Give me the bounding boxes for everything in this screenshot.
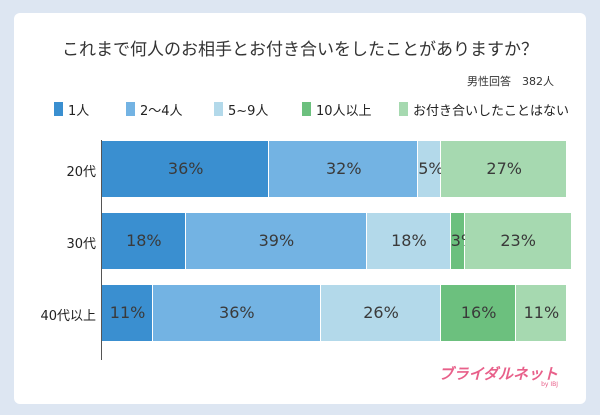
row-label: 20代 — [66, 165, 96, 180]
bar-segment — [102, 285, 154, 341]
data-label: 3% — [450, 231, 477, 250]
bar-segment — [418, 141, 442, 197]
chart-title: これまで何人のお相手とお付き合いをしたことがありますか？ — [62, 40, 538, 60]
data-label: 18% — [391, 231, 427, 250]
bar-row: 36% 32% 5% 27% — [102, 141, 567, 197]
legend-swatch — [214, 102, 223, 116]
legend-swatch — [126, 102, 135, 116]
legend-swatch — [399, 102, 408, 116]
data-label: 36% — [219, 303, 255, 322]
data-label: 23% — [500, 231, 536, 250]
bar-segment — [102, 141, 270, 197]
row-label: 30代 — [66, 237, 96, 252]
data-label: 27% — [486, 159, 522, 178]
chart-card: これまで何人のお相手とお付き合いをしたことがありますか？ 男性回答 382人 1… — [14, 13, 586, 404]
bar-segment — [450, 213, 465, 269]
legend-swatch — [302, 102, 311, 116]
legend-label: お付き合いしたことはない — [413, 104, 570, 119]
bar-segment — [320, 285, 442, 341]
data-label: 11% — [109, 303, 146, 322]
data-label: 26% — [363, 303, 399, 322]
bar-row: 11% 36% 26% 16% 11% — [102, 285, 567, 341]
legend-swatch — [54, 102, 63, 116]
category-axis-line — [101, 140, 102, 360]
data-label: 32% — [326, 159, 362, 178]
brand-sub: by IBJ — [541, 381, 558, 388]
data-label: 11% — [523, 303, 560, 322]
row-label: 40代以上 — [40, 309, 96, 324]
data-label: 18% — [126, 231, 162, 250]
bar-segment — [464, 213, 572, 269]
respondent-note: 男性回答 382人 — [467, 75, 554, 88]
brand-logo: ブライダルネット — [438, 365, 558, 383]
data-label: 36% — [167, 159, 204, 178]
legend-label: 10人以上 — [316, 104, 372, 119]
bar-segment — [441, 285, 516, 341]
legend-label: 2～4人 — [140, 104, 183, 119]
bar-segment — [102, 213, 186, 269]
data-label: 5% — [418, 159, 444, 178]
bar-segment — [367, 213, 451, 269]
bar-segment — [515, 285, 567, 341]
legend-label: 5~9人 — [228, 104, 269, 119]
bar-row: 18% 39% 18% 3% 23% — [102, 213, 572, 269]
bar-segment — [441, 141, 567, 197]
data-label: 16% — [460, 303, 497, 322]
bar-segment — [185, 213, 368, 269]
data-label: 39% — [258, 231, 295, 250]
bar-segment — [153, 285, 321, 341]
legend-label: 1人 — [68, 104, 90, 119]
bar-segment — [269, 141, 419, 197]
